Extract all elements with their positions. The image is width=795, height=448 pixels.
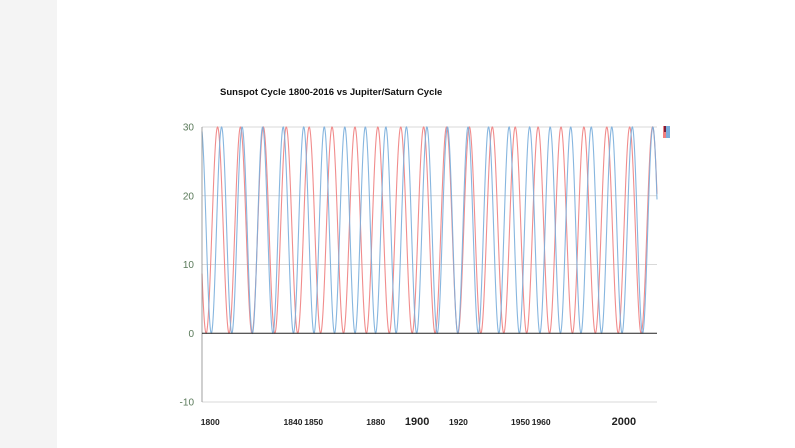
x-tick-label: 1960 bbox=[532, 417, 551, 427]
y-tick-labels: -10 0 10 20 30 bbox=[180, 123, 195, 409]
x-tick-label: 1800 bbox=[201, 417, 220, 427]
x-tick-label: 1880 bbox=[366, 417, 385, 427]
legend bbox=[663, 126, 670, 138]
y-tick-label: -10 bbox=[180, 398, 195, 409]
y-tick-label: 20 bbox=[183, 191, 195, 202]
x-tick-label: 1950 bbox=[511, 417, 530, 427]
axes bbox=[201, 127, 657, 402]
series-line-0 bbox=[201, 126, 658, 335]
y-tick-label: 10 bbox=[183, 260, 195, 271]
x-tick-label: 2000 bbox=[612, 416, 636, 428]
grid bbox=[202, 126, 657, 403]
x-tick-labels: 1800 1840 1850 1880 1900 1920 1950 1960 2000 bbox=[201, 416, 636, 428]
x-tick-label: 1920 bbox=[449, 417, 468, 427]
x-tick-label: 1900 bbox=[405, 416, 429, 428]
chart: Sunspot Cycle 1800-2016 vs Jupiter/Satur… bbox=[180, 87, 670, 428]
series-layer bbox=[201, 125, 658, 335]
x-tick-label: 1840 bbox=[284, 417, 303, 427]
chart-title: Sunspot Cycle 1800-2016 vs Jupiter/Satur… bbox=[220, 87, 442, 98]
y-tick-label: 0 bbox=[188, 329, 194, 340]
legend-swatch bbox=[664, 126, 666, 132]
legend-swatch bbox=[666, 126, 670, 138]
x-tick-label: 1850 bbox=[304, 417, 323, 427]
page: Sunspot Cycle 1800-2016 vs Jupiter/Satur… bbox=[57, 0, 795, 448]
y-tick-label: 30 bbox=[183, 123, 195, 134]
